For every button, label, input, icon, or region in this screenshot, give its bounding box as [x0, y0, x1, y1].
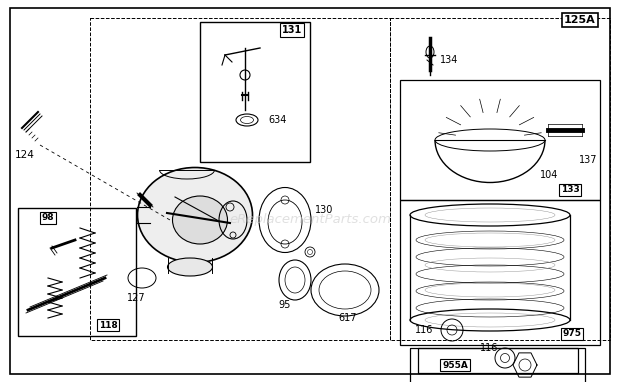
Bar: [415, 352, 577, 374]
Bar: [90, 18, 390, 340]
Text: 125A: 125A: [564, 15, 596, 25]
Text: 134: 134: [440, 55, 458, 65]
Text: 955A: 955A: [442, 361, 468, 369]
Text: 131: 131: [282, 25, 302, 35]
Text: 127: 127: [126, 293, 145, 303]
Text: 118: 118: [99, 320, 117, 330]
Bar: [400, 80, 600, 200]
Bar: [418, 348, 578, 373]
Text: eReplacementParts.com: eReplacementParts.com: [229, 214, 391, 227]
Text: 116: 116: [415, 325, 433, 335]
Bar: [390, 18, 610, 340]
Bar: [200, 22, 310, 162]
Text: 98: 98: [42, 214, 55, 222]
Ellipse shape: [167, 258, 213, 276]
Text: 104: 104: [540, 170, 559, 180]
Bar: [415, 350, 580, 374]
Text: 975: 975: [562, 330, 582, 338]
Bar: [415, 350, 580, 374]
Ellipse shape: [172, 196, 228, 244]
Text: 124: 124: [15, 150, 35, 160]
Bar: [415, 350, 580, 372]
Text: 130: 130: [315, 205, 334, 215]
Bar: [400, 200, 600, 345]
Bar: [18, 208, 136, 336]
Text: 137: 137: [579, 155, 598, 165]
Circle shape: [240, 70, 250, 80]
Text: 116: 116: [480, 343, 498, 353]
Text: 95: 95: [279, 300, 291, 310]
Ellipse shape: [138, 167, 252, 262]
Text: 634: 634: [268, 115, 286, 125]
Bar: [410, 348, 585, 382]
Text: 617: 617: [339, 313, 357, 323]
Text: 133: 133: [560, 186, 579, 194]
